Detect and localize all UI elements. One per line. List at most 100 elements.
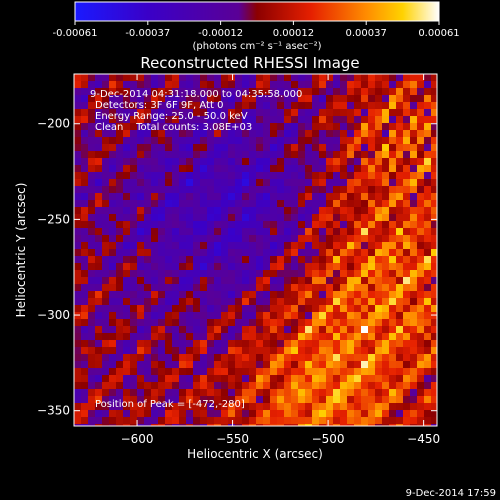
heatmap-cell xyxy=(305,249,312,256)
heatmap-cell xyxy=(200,291,207,298)
heatmap-cell xyxy=(179,179,186,186)
heatmap-cell xyxy=(354,277,361,284)
heatmap-cell xyxy=(186,207,193,214)
heatmap-cell xyxy=(179,368,186,375)
heatmap-cell xyxy=(165,333,172,340)
heatmap-cell xyxy=(305,130,312,137)
heatmap-cell xyxy=(102,186,109,193)
colorbar-tick-label: -0.00061 xyxy=(53,28,98,39)
heatmap-cell xyxy=(74,179,81,186)
heatmap-cell xyxy=(403,193,410,200)
heatmap-cell xyxy=(333,368,340,375)
heatmap-cell xyxy=(200,319,207,326)
heatmap-cell xyxy=(200,151,207,158)
heatmap-cell xyxy=(326,354,333,361)
heatmap-cell xyxy=(242,424,249,426)
heatmap-cell xyxy=(263,326,270,333)
heatmap-cell xyxy=(431,158,437,165)
heatmap-cell xyxy=(130,95,137,102)
heatmap-cell xyxy=(263,354,270,361)
heatmap-cell xyxy=(221,116,228,123)
heatmap-cell xyxy=(102,95,109,102)
heatmap-cell xyxy=(417,424,424,426)
heatmap-cell xyxy=(123,270,130,277)
heatmap-cell xyxy=(431,361,437,368)
heatmap-cell xyxy=(221,305,228,312)
heatmap-cell xyxy=(368,158,375,165)
heatmap-cell xyxy=(228,347,235,354)
heatmap-cell xyxy=(396,249,403,256)
heatmap-cell xyxy=(326,158,333,165)
heatmap-cell xyxy=(382,200,389,207)
heatmap-cell xyxy=(256,284,263,291)
heatmap-cell xyxy=(298,95,305,102)
heatmap-cell xyxy=(242,88,249,95)
heatmap-cell xyxy=(312,354,319,361)
heatmap-cell xyxy=(95,326,102,333)
heatmap-cell xyxy=(207,354,214,361)
heatmap-cell xyxy=(347,158,354,165)
heatmap-cell xyxy=(340,417,347,424)
heatmap-cell xyxy=(284,375,291,382)
heatmap-cell xyxy=(249,347,256,354)
heatmap-cell xyxy=(354,382,361,389)
heatmap-cell xyxy=(277,263,284,270)
heatmap-cell xyxy=(109,179,116,186)
heatmap-cell xyxy=(200,123,207,130)
heatmap-cell xyxy=(403,298,410,305)
heatmap-cell xyxy=(410,424,417,426)
heatmap-cell xyxy=(312,312,319,319)
heatmap-cell xyxy=(200,88,207,95)
heatmap-cell xyxy=(347,410,354,417)
heatmap-cell xyxy=(410,102,417,109)
heatmap-cell xyxy=(207,228,214,235)
heatmap-cell xyxy=(326,305,333,312)
heatmap-cell xyxy=(319,270,326,277)
heatmap-cell xyxy=(270,333,277,340)
heatmap-cell xyxy=(333,361,340,368)
heatmap-cell xyxy=(137,95,144,102)
heatmap-cell xyxy=(116,137,123,144)
heatmap-cell xyxy=(361,270,368,277)
heatmap-cell xyxy=(312,102,319,109)
heatmap-cell xyxy=(74,277,81,284)
heatmap-cell xyxy=(340,291,347,298)
heatmap-cell xyxy=(109,263,116,270)
heatmap-cell xyxy=(263,200,270,207)
heatmap-cell xyxy=(116,410,123,417)
heatmap-cell xyxy=(193,263,200,270)
heatmap-cell xyxy=(319,312,326,319)
heatmap-cell xyxy=(319,116,326,123)
heatmap-cell xyxy=(305,410,312,417)
heatmap-cell xyxy=(291,130,298,137)
heatmap-cell xyxy=(396,228,403,235)
heatmap-cell xyxy=(158,95,165,102)
heatmap-cell xyxy=(109,116,116,123)
heatmap-cell xyxy=(410,200,417,207)
heatmap-cell xyxy=(88,186,95,193)
heatmap-cell xyxy=(284,88,291,95)
heatmap-cell xyxy=(298,249,305,256)
heatmap-cell xyxy=(88,123,95,130)
heatmap-cell xyxy=(123,200,130,207)
heatmap-cell xyxy=(235,165,242,172)
heatmap-cell xyxy=(144,116,151,123)
heatmap-cell xyxy=(102,305,109,312)
heatmap-cell xyxy=(88,291,95,298)
heatmap-cell xyxy=(172,123,179,130)
heatmap-cell xyxy=(277,130,284,137)
heatmap-cell xyxy=(235,354,242,361)
heatmap-cell xyxy=(326,298,333,305)
heatmap-cell xyxy=(375,361,382,368)
heatmap-cell xyxy=(361,123,368,130)
heatmap-cell xyxy=(186,95,193,102)
heatmap-cell xyxy=(249,130,256,137)
heatmap-cell xyxy=(319,200,326,207)
heatmap-cell xyxy=(382,249,389,256)
heatmap-cell xyxy=(186,333,193,340)
heatmap-cell xyxy=(382,340,389,347)
heatmap-cell xyxy=(368,123,375,130)
heatmap-cell xyxy=(375,179,382,186)
heatmap-cell xyxy=(375,172,382,179)
heatmap-cell xyxy=(305,200,312,207)
